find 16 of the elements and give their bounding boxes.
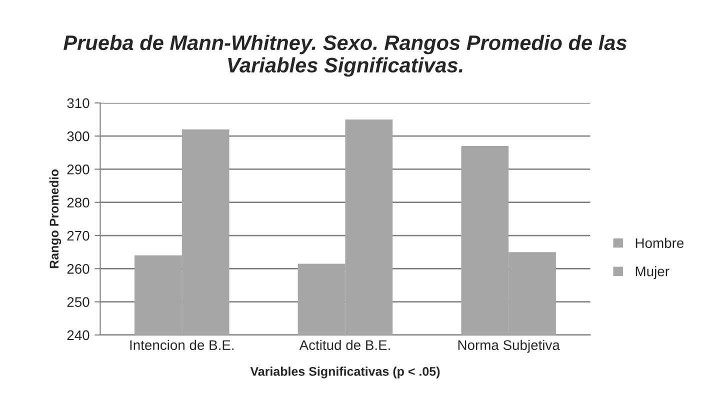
y-tick-label: 280 [67, 198, 90, 208]
y-tick-label: 270 [67, 230, 90, 241]
y-tick-label: 300 [67, 131, 90, 142]
y-tick-label: 240 [67, 330, 90, 340]
x-axis-title: Variables Significativas (p < .05) [250, 366, 440, 378]
x-tick-label: Norma Subjetiva [458, 340, 560, 353]
legend-label: Mujer [636, 266, 670, 280]
x-tick-label: Intencion de B.E. [130, 340, 234, 350]
chart-title: Prueba de Mann-Whitney. Sexo. Rangos Promedio de las Variables Significativas. [64, 34, 627, 77]
y-tick-label: 310 [67, 98, 90, 108]
y-tick-label: 250 [67, 297, 90, 307]
y-axis-title: Rango Promedio [49, 169, 62, 268]
legend-label: Hombre [636, 238, 684, 248]
y-tick-label: 290 [67, 164, 90, 174]
y-tick-label: 260 [67, 264, 90, 274]
x-tick-label: Actitud de B.E. [299, 340, 390, 350]
